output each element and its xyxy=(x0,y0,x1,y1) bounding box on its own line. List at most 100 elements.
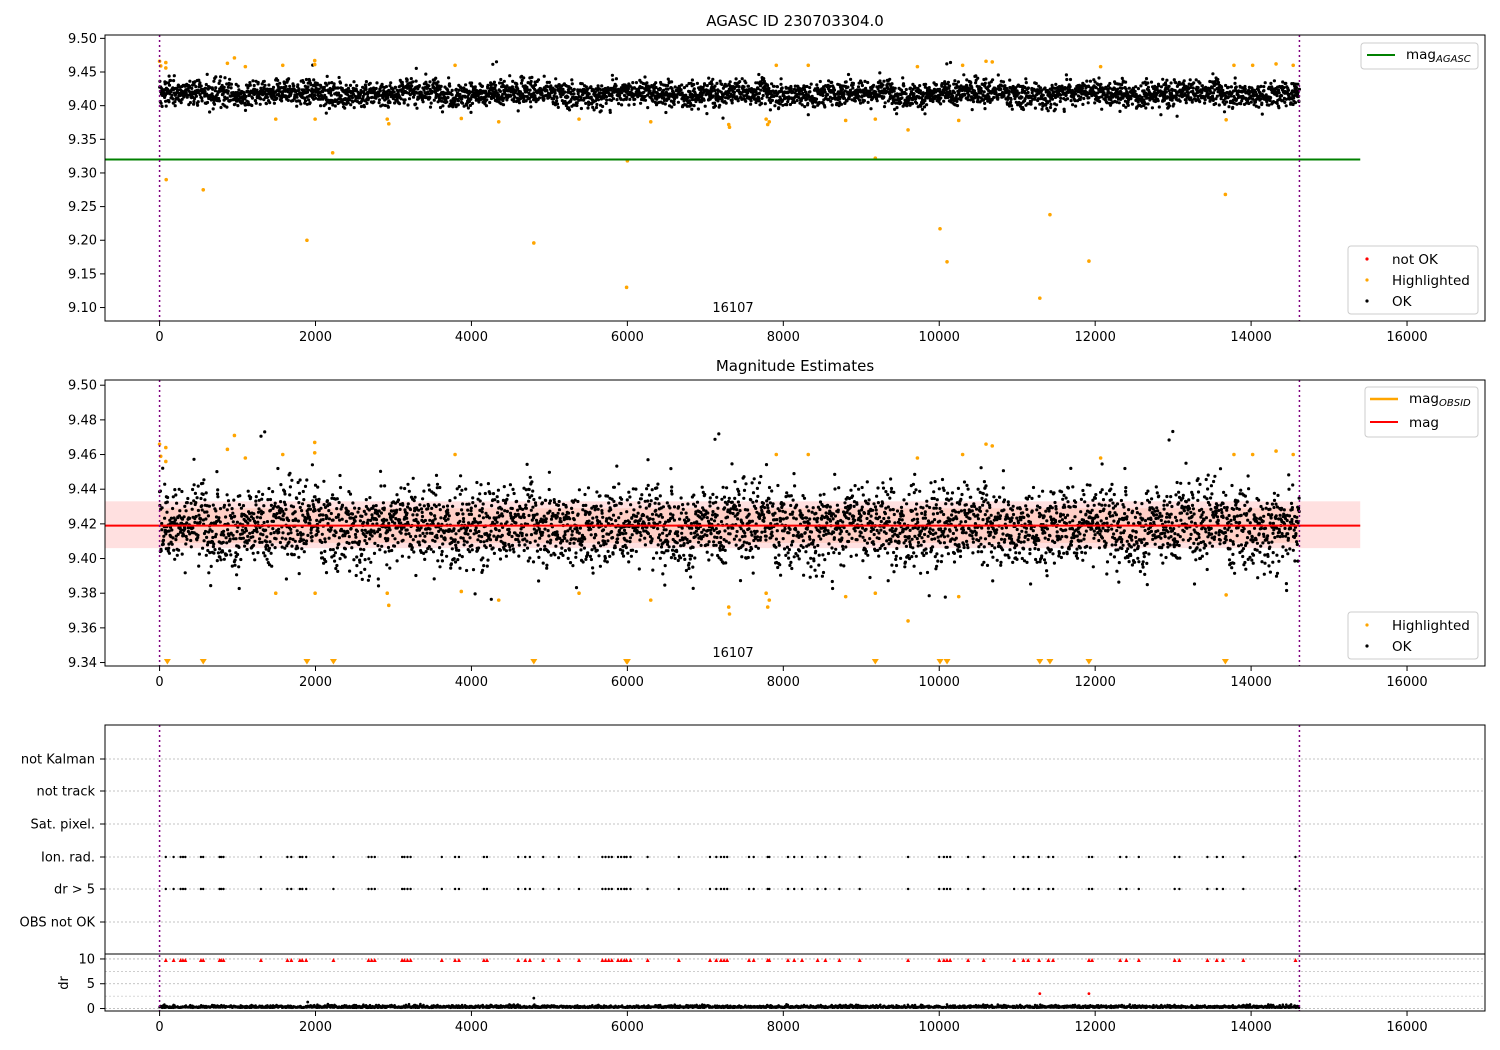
dr-outlier-point xyxy=(532,996,536,1000)
highlighted-point xyxy=(767,598,772,602)
dr-clipped-marker xyxy=(676,957,681,962)
dr-clipped-marker xyxy=(453,957,458,962)
dr-clipped-marker xyxy=(603,957,608,962)
highlighted-point xyxy=(648,120,653,124)
panel-1-legend-lines: magAGASC xyxy=(1360,42,1479,70)
highlighted-point xyxy=(764,117,768,121)
dr-clipped-marker xyxy=(981,957,986,962)
highlighted-point xyxy=(1223,192,1228,197)
dr-clipped-marker xyxy=(815,957,820,962)
out-of-range-marker xyxy=(871,659,879,665)
highlighted-point xyxy=(243,456,248,460)
highlighted-point xyxy=(765,122,770,127)
x-tick-label: 2000 xyxy=(299,1020,332,1035)
highlighted-point xyxy=(843,118,848,123)
highlighted-point xyxy=(459,589,464,594)
x-tick-label: 12000 xyxy=(1074,675,1115,690)
dr-clipped-marker xyxy=(767,957,772,962)
out-of-range-marker xyxy=(303,659,311,665)
highlighted-point xyxy=(232,433,237,438)
dr-clipped-marker xyxy=(1051,957,1056,962)
dr-clipped-marker xyxy=(183,957,188,962)
highlighted-point xyxy=(312,58,317,63)
dr-clipped-marker xyxy=(1124,957,1129,962)
dr-clipped-marker xyxy=(616,957,621,962)
highlighted-point xyxy=(984,442,988,446)
dr-outlier-point xyxy=(306,1000,310,1004)
dr-clipped-marker xyxy=(1012,957,1017,962)
dr-clipped-marker xyxy=(619,957,624,962)
dr-clipped-marker xyxy=(708,957,713,962)
dr-clipped-marker xyxy=(751,957,756,962)
legend-highlighted: Highlighted xyxy=(1392,618,1470,634)
dr-clipped-marker xyxy=(527,957,532,962)
legend-ok-marker xyxy=(1365,644,1369,648)
legend-mag: mag xyxy=(1409,415,1439,431)
x-tick-label: 14000 xyxy=(1230,1020,1271,1035)
x-tick-label: 2000 xyxy=(299,330,332,345)
dr-clipped-marker xyxy=(945,957,950,962)
x-tick-label: 10000 xyxy=(919,1020,960,1035)
highlighted-point xyxy=(1224,117,1228,122)
highlighted-point xyxy=(273,591,278,595)
highlighted-point xyxy=(906,128,910,132)
panel-1-frame xyxy=(104,34,1486,322)
dr-clipped-marker xyxy=(221,957,226,962)
dr-clipped-marker xyxy=(439,957,444,962)
y-tick-label: 9.38 xyxy=(68,587,97,602)
legend-ok-marker xyxy=(1365,299,1369,303)
highlighted-point xyxy=(312,440,317,445)
x-tick-label: 0 xyxy=(155,1020,163,1035)
dr-clipped-marker xyxy=(792,957,797,962)
legend-not-ok-marker xyxy=(1365,257,1369,261)
highlighted-point xyxy=(243,64,248,69)
legend-not-ok: not OK xyxy=(1392,252,1439,268)
dr-clipped-marker xyxy=(800,957,805,962)
panel-2-y-axis: 9.34 9.36 9.38 9.40 9.42 9.44 9.46 9.48 9.50 xyxy=(68,379,105,671)
x-tick-label: 10000 xyxy=(919,675,960,690)
x-tick-label: 0 xyxy=(155,675,163,690)
highlighted-point xyxy=(960,452,965,457)
dr-clipped-marker xyxy=(948,957,953,962)
highlighted-point xyxy=(1087,259,1091,263)
highlighted-point xyxy=(280,63,285,68)
y-tick-label: 9.40 xyxy=(68,552,97,567)
dr-clipped-marker xyxy=(456,957,461,962)
dr-clipped-marker xyxy=(289,957,294,962)
dr-clipped-marker xyxy=(624,957,629,962)
dr-clipped-marker xyxy=(372,957,377,962)
legend-box xyxy=(1360,42,1479,70)
out-of-range-marker xyxy=(623,659,631,665)
legend-mag-agasc-sub: AGASC xyxy=(1435,54,1471,65)
x-tick-label: 14000 xyxy=(1230,330,1271,345)
highlighted-point xyxy=(532,241,536,245)
highlighted-point xyxy=(164,177,169,182)
panel-2-obsid-label: 16107 xyxy=(712,646,753,661)
ok-points xyxy=(158,60,1302,120)
dr-clipped-marker xyxy=(1214,957,1219,962)
flag-label: dr > 5 xyxy=(54,883,95,898)
highlighted-point xyxy=(960,63,965,68)
y-tick-label: 9.48 xyxy=(68,413,97,428)
highlighted-point xyxy=(496,120,501,124)
highlighted-point xyxy=(157,442,162,446)
highlighted-point xyxy=(984,59,988,64)
out-of-range-marker xyxy=(1085,659,1093,665)
highlighted-point xyxy=(273,117,278,121)
dr-clipped-marker xyxy=(1118,957,1123,962)
highlighted-point xyxy=(765,605,770,609)
flag-label: not track xyxy=(36,785,95,800)
legend-ok: OK xyxy=(1392,294,1413,310)
dr-tick-label: 0 xyxy=(87,1002,95,1017)
legend-ok: OK xyxy=(1392,639,1413,655)
dr-clipped-marker xyxy=(645,957,650,962)
highlighted-point xyxy=(453,452,457,457)
highlighted-point xyxy=(956,594,961,599)
dr-clipped-marker xyxy=(1037,957,1042,962)
highlighted-point xyxy=(906,619,910,623)
highlighted-point xyxy=(873,117,878,121)
panel-1-data xyxy=(105,35,1361,321)
x-tick-label: 4000 xyxy=(455,1020,488,1035)
highlighted-point xyxy=(280,452,285,457)
out-of-range-marker xyxy=(199,659,207,665)
